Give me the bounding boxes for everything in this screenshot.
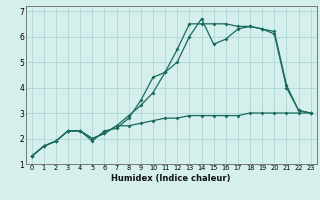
X-axis label: Humidex (Indice chaleur): Humidex (Indice chaleur)	[111, 174, 231, 183]
